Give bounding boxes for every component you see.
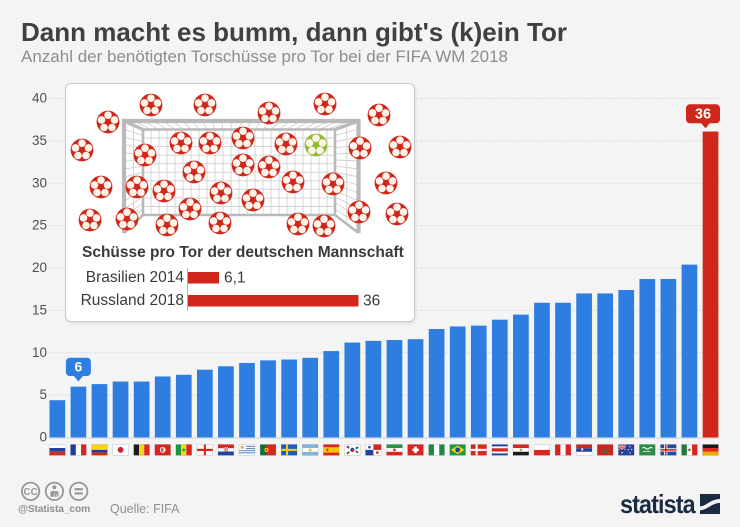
- svg-text:6: 6: [75, 359, 83, 375]
- svg-text:5: 5: [39, 387, 47, 402]
- svg-text:36: 36: [695, 107, 711, 123]
- svg-text:6,1: 6,1: [224, 270, 246, 287]
- svg-text:20: 20: [32, 260, 47, 275]
- svg-text:30: 30: [32, 175, 47, 190]
- svg-text:40: 40: [32, 91, 47, 106]
- svg-text:0: 0: [39, 430, 47, 445]
- svg-text:25: 25: [32, 218, 47, 233]
- svg-text:36: 36: [363, 293, 380, 310]
- svg-text:15: 15: [32, 302, 47, 317]
- svg-text:CC: CC: [24, 487, 38, 498]
- svg-text:35: 35: [32, 133, 47, 148]
- svg-text:10: 10: [32, 345, 47, 360]
